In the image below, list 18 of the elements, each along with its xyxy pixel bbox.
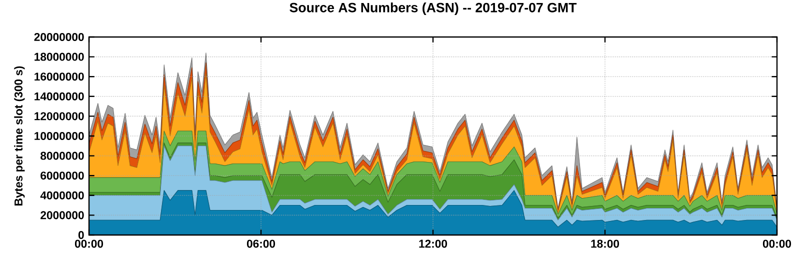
x-tick-label: 00:00: [74, 240, 104, 248]
chart-title: Source AS Numbers (ASN) -- 2019-07-07 GMT: [290, 2, 577, 15]
y-tick-label: 12000000: [34, 112, 84, 120]
x-tick-label: 00:00: [762, 240, 792, 248]
y-tick-label: 4000000: [40, 191, 84, 200]
x-tick-label: 06:00: [246, 240, 276, 248]
y-tick-label: 14000000: [34, 92, 84, 100]
y-axis-title: Bytes per time slot (300 s): [14, 66, 25, 206]
y-tick-label: 2000000: [40, 211, 84, 220]
x-tick-label: 12:00: [419, 240, 448, 248]
y-tick-label: 8000000: [40, 152, 84, 160]
y-tick-label: 10000000: [34, 132, 84, 140]
x-tick-label: 18:00: [591, 240, 620, 248]
y-tick-label: 20000000: [34, 32, 84, 42]
y-tick-label: 16000000: [34, 72, 84, 81]
y-tick-label: 18000000: [34, 52, 84, 61]
y-tick-label: 0: [78, 230, 84, 239]
y-tick-label: 6000000: [40, 172, 84, 180]
